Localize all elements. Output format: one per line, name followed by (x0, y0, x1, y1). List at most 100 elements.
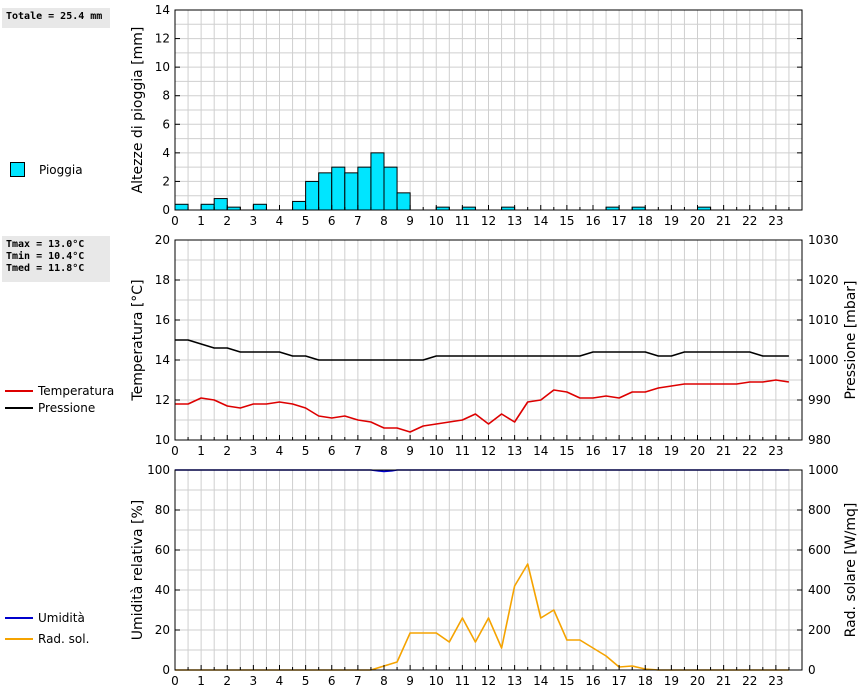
x-tick-label: 22 (742, 674, 757, 688)
y-tick-label: 80 (155, 503, 170, 517)
y-tick-label: 18 (155, 273, 170, 287)
rain-total-box: Totale = 25.4 mm (2, 8, 110, 28)
bar (370, 152, 385, 211)
legend-solar-swatch (5, 638, 33, 640)
legend-humidity-label: Umidità (38, 611, 85, 625)
legend-rain: Pioggia (0, 162, 83, 177)
y-tick-label: 0 (162, 203, 170, 217)
x-tick-label: 5 (302, 674, 310, 688)
x-tick-label: 0 (171, 674, 179, 688)
x-tick-label: 13 (507, 214, 522, 228)
bar (396, 192, 411, 211)
y2-tick-label: 0 (808, 663, 816, 677)
x-tick-label: 7 (354, 214, 362, 228)
legend-temperature: Temperatura (5, 384, 114, 398)
x-tick-label: 14 (533, 444, 548, 458)
y-tick-label: 4 (162, 146, 170, 160)
x-tick-label: 0 (171, 444, 179, 458)
x-tick-label: 11 (455, 214, 470, 228)
x-tick-label: 9 (406, 674, 414, 688)
legend-temperature-label: Temperatura (38, 384, 115, 398)
x-tick-label: 17 (611, 674, 626, 688)
x-tick-label: 2 (223, 674, 231, 688)
x-tick-label: 8 (380, 214, 388, 228)
series-line-rad-sol- (175, 563, 789, 671)
x-tick-label: 23 (768, 214, 783, 228)
legend-pressure-label: Pressione (38, 401, 96, 415)
x-tick-label: 20 (690, 674, 705, 688)
x-tick-label: 3 (250, 214, 258, 228)
y-tick-label: 14 (155, 3, 170, 17)
x-tick-label: 18 (638, 214, 653, 228)
y2-axis-label: Pressione [mbar] (843, 280, 859, 399)
x-tick-label: 15 (559, 674, 574, 688)
x-tick-label: 10 (429, 444, 444, 458)
temperature-stats-box: Tmax = 13.0°C Tmin = 10.4°C Tmed = 11.8°… (2, 236, 110, 282)
y2-tick-label: 1000 (808, 353, 839, 367)
bar (331, 166, 346, 211)
x-tick-label: 9 (406, 214, 414, 228)
x-tick-label: 15 (559, 444, 574, 458)
y-tick-label: 14 (155, 353, 170, 367)
y2-tick-label: 980 (808, 433, 831, 447)
y-tick-label: 10 (155, 433, 170, 447)
legend-rain-swatch (10, 162, 25, 177)
legend-humidity: Umidità (5, 611, 85, 625)
legend-solar-label: Rad. sol. (38, 632, 90, 646)
x-tick-label: 7 (354, 444, 362, 458)
x-tick-label: 14 (533, 674, 548, 688)
x-tick-label: 9 (406, 444, 414, 458)
chart-panel-0 (174, 9, 803, 211)
x-tick-label: 12 (481, 444, 496, 458)
chart-panel-1 (174, 239, 803, 441)
y2-tick-label: 1010 (808, 313, 839, 327)
x-tick-label: 8 (380, 674, 388, 688)
x-tick-label: 0 (171, 214, 179, 228)
bar (383, 166, 398, 211)
x-tick-label: 5 (302, 214, 310, 228)
x-tick-label: 17 (611, 214, 626, 228)
x-tick-label: 8 (380, 444, 388, 458)
x-tick-label: 4 (276, 214, 284, 228)
legend-pressure: Pressione (5, 401, 95, 415)
x-tick-label: 6 (328, 444, 336, 458)
x-tick-label: 6 (328, 214, 336, 228)
x-tick-label: 21 (716, 674, 731, 688)
x-tick-label: 19 (664, 674, 679, 688)
x-tick-label: 14 (533, 214, 548, 228)
x-tick-label: 23 (768, 674, 783, 688)
y-tick-label: 40 (155, 583, 170, 597)
x-tick-label: 20 (690, 214, 705, 228)
x-tick-label: 18 (638, 674, 653, 688)
y-tick-label: 12 (155, 393, 170, 407)
x-tick-label: 4 (276, 674, 284, 688)
x-tick-label: 23 (768, 444, 783, 458)
y2-tick-label: 990 (808, 393, 831, 407)
y-tick-label: 12 (155, 32, 170, 46)
x-tick-label: 12 (481, 214, 496, 228)
bar (174, 203, 189, 211)
x-tick-label: 11 (455, 444, 470, 458)
legend-solar: Rad. sol. (5, 632, 89, 646)
x-tick-label: 1 (197, 444, 205, 458)
chart-panel-2 (174, 469, 803, 671)
x-tick-label: 19 (664, 214, 679, 228)
x-tick-label: 18 (638, 444, 653, 458)
y2-tick-label: 400 (808, 583, 831, 597)
y-axis-label: Umidità relativa [%] (130, 500, 146, 641)
x-tick-label: 3 (250, 444, 258, 458)
bar (318, 172, 333, 211)
bar (344, 172, 359, 211)
x-tick-label: 1 (197, 674, 205, 688)
x-tick-label: 10 (429, 214, 444, 228)
y-tick-label: 2 (162, 174, 170, 188)
tmed-text: Tmed = 11.8°C (6, 263, 85, 274)
tmin-text: Tmin = 10.4°C (6, 251, 85, 262)
x-tick-label: 22 (742, 444, 757, 458)
y-tick-label: 8 (162, 89, 170, 103)
bar (252, 203, 267, 211)
x-tick-label: 17 (611, 444, 626, 458)
bar (357, 166, 372, 211)
x-tick-label: 1 (197, 214, 205, 228)
